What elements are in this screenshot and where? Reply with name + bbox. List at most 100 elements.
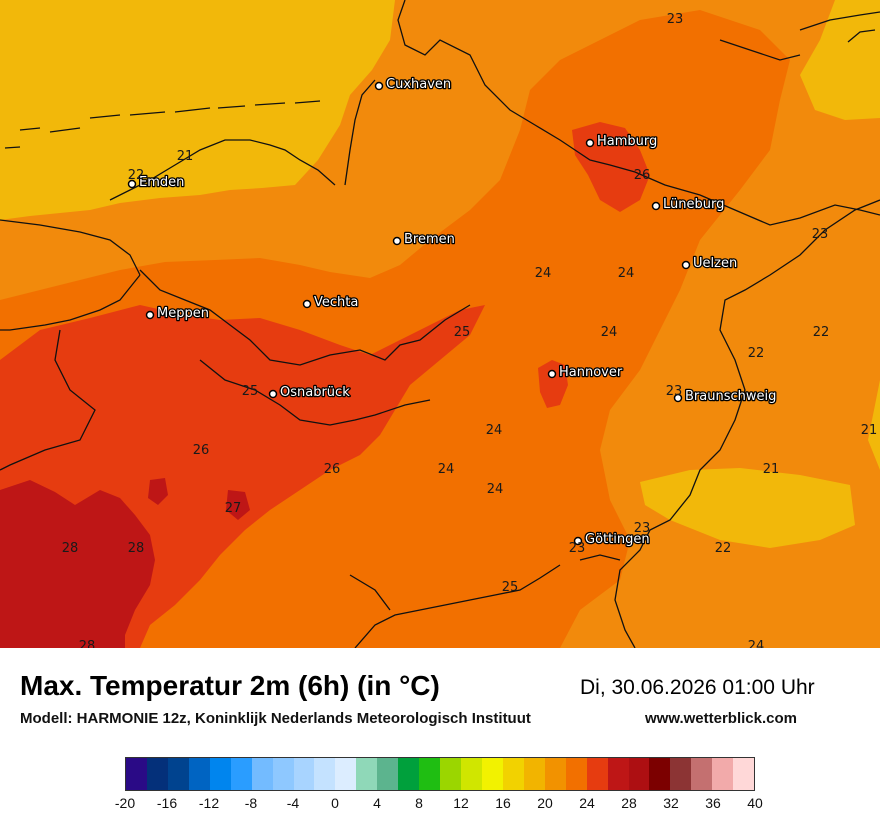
temperature-values: 23 21 22 26 23 24 24 25 24 22 22 25 23 2… [62, 12, 878, 648]
legend-tick-label: -4 [286, 795, 300, 811]
temp-value: 21 [763, 462, 780, 477]
svg-text:Göttingen: Göttingen [585, 532, 650, 547]
legend-swatch [230, 758, 252, 790]
temp-value: 24 [535, 266, 552, 281]
city-emden[interactable]: Emden [127, 174, 186, 191]
legend-swatch [419, 758, 441, 790]
legend-swatch [188, 758, 210, 790]
temp-band-20-22-east [800, 0, 880, 120]
legend-tick-label: 16 [495, 795, 511, 811]
svg-text:Vechta: Vechta [314, 295, 358, 310]
legend-tick-label: 36 [705, 795, 721, 811]
legend-tick-label: 40 [747, 795, 763, 811]
temp-value: 24 [601, 325, 618, 340]
model-info: Modell: HARMONIE 12z, Koninklijk Nederla… [20, 710, 531, 727]
temp-value: 23 [569, 541, 586, 556]
temp-value: 24 [438, 462, 455, 477]
svg-text:Lüneburg: Lüneburg [663, 197, 724, 212]
temperature-map: Cuxhaven Hamburg Emden Lüneburg Bremen U… [0, 0, 880, 648]
temp-value: 25 [242, 384, 259, 399]
city-hannover[interactable]: Hannover [547, 364, 624, 381]
legend-swatch [398, 758, 420, 790]
legend-swatch [712, 758, 734, 790]
legend-colorbar [125, 757, 755, 791]
legend-swatch [209, 758, 231, 790]
legend-swatch [670, 758, 692, 790]
temp-value: 24 [748, 639, 765, 648]
temp-value: 24 [618, 266, 635, 281]
city-meppen[interactable]: Meppen [145, 305, 210, 322]
website-link[interactable]: www.wetterblick.com [645, 710, 797, 727]
legend-tick-label: 20 [537, 795, 553, 811]
legend-swatch [126, 758, 147, 790]
temp-spot-28-30-b [226, 490, 250, 520]
temp-value: 22 [715, 541, 732, 556]
legend-swatch [146, 758, 168, 790]
legend-swatch [544, 758, 566, 790]
temp-value: 22 [128, 168, 145, 183]
legend-swatch [628, 758, 650, 790]
temp-value: 25 [502, 580, 519, 595]
temp-value: 23 [666, 384, 683, 399]
legend-swatch [377, 758, 399, 790]
temp-band-26-28-hannover [538, 360, 568, 408]
legend-swatch [293, 758, 315, 790]
city-lueneburg[interactable]: Lüneburg [651, 196, 726, 213]
temp-value: 26 [634, 168, 651, 183]
temp-spot-28-30 [148, 478, 168, 505]
legend-swatch [565, 758, 587, 790]
city-hamburg[interactable]: Hamburg [585, 133, 659, 150]
legend-swatch [586, 758, 608, 790]
city-vechta[interactable]: Vechta [302, 294, 360, 311]
svg-text:Cuxhaven: Cuxhaven [386, 77, 451, 92]
svg-text:Uelzen: Uelzen [693, 256, 737, 271]
legend-swatch [314, 758, 336, 790]
legend-tick-label: 8 [415, 795, 423, 811]
temp-value: 24 [487, 482, 504, 497]
legend-tick-label: 28 [621, 795, 637, 811]
svg-text:Osnabrück: Osnabrück [280, 385, 350, 400]
city-cuxhaven[interactable]: Cuxhaven [374, 76, 452, 93]
legend-tick-label: -16 [156, 795, 178, 811]
legend-tick-label: 0 [331, 795, 339, 811]
temp-value: 28 [128, 541, 145, 556]
svg-text:Braunschweig: Braunschweig [685, 389, 776, 404]
temp-value: 23 [634, 521, 651, 536]
city-uelzen[interactable]: Uelzen [681, 255, 738, 272]
legend-swatch [272, 758, 294, 790]
temp-value: 21 [177, 149, 194, 164]
legend-swatch [481, 758, 503, 790]
temp-band-20-22-far-east [868, 380, 880, 470]
temp-value: 24 [486, 423, 503, 438]
city-goettingen[interactable]: Göttingen [573, 531, 651, 548]
svg-text:Emden: Emden [139, 175, 184, 190]
temp-value: 25 [454, 325, 471, 340]
city-markers: Cuxhaven Hamburg Emden Lüneburg Bremen U… [127, 76, 778, 548]
temp-value: 23 [667, 12, 684, 27]
legend-swatch [461, 758, 482, 790]
temp-value: 21 [861, 423, 878, 438]
temp-band-20-22-southeast [640, 468, 855, 548]
temp-value: 26 [324, 462, 341, 477]
legend-tick-label: 24 [579, 795, 595, 811]
legend-tick-label: -20 [114, 795, 136, 811]
svg-text:Hamburg: Hamburg [597, 134, 657, 149]
legend-swatch [440, 758, 461, 790]
temp-value: 28 [62, 541, 79, 556]
legend-ticks: -20 -16 -12 -8 -4 0 4 8 12 16 20 24 28 32 36 40 [115, 795, 763, 813]
legend-swatch [251, 758, 273, 790]
map-title: Max. Temperatur 2m (6h) (in °C) [20, 670, 440, 701]
city-bremen[interactable]: Bremen [392, 231, 456, 248]
color-legend: -20 -16 -12 -8 -4 0 4 8 12 16 20 24 28 32 36 40 [115, 757, 763, 811]
legend-swatch [167, 758, 189, 790]
legend-swatch [502, 758, 524, 790]
legend-tick-label: 4 [373, 795, 381, 811]
city-osnabrueck[interactable]: Osnabrück [268, 384, 351, 401]
legend-swatch [356, 758, 378, 790]
legend-tick-label: 32 [663, 795, 679, 811]
city-braunschweig[interactable]: Braunschweig [673, 388, 778, 405]
svg-text:Hannover: Hannover [559, 365, 623, 380]
temp-band-28-30 [0, 480, 155, 648]
footer: Max. Temperatur 2m (6h) (in °C) Modell: … [0, 648, 880, 830]
legend-swatch [649, 758, 671, 790]
